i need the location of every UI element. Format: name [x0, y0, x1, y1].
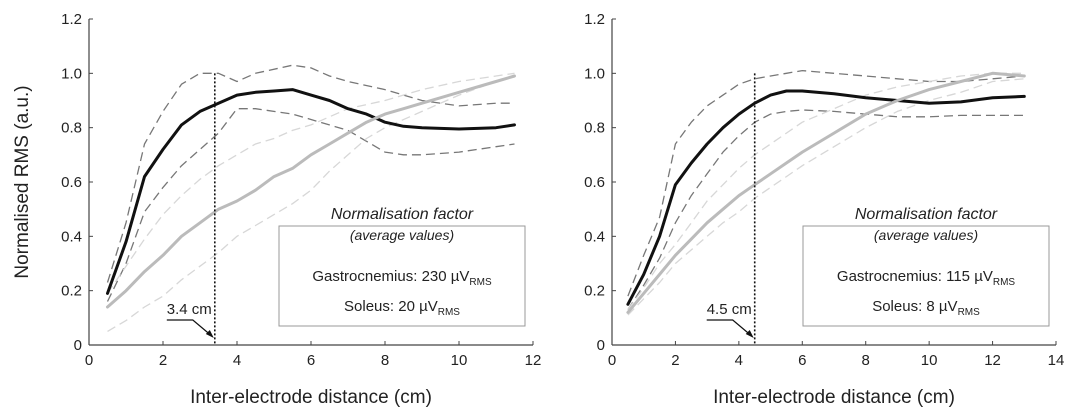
x-tick-label: 4	[735, 352, 743, 369]
annotation-line: Gastrocnemius: 115 µVRMS	[837, 268, 1015, 288]
y-tick-label: 1.0	[584, 65, 605, 82]
x-tick-label: 14	[1048, 352, 1065, 369]
x-tick-label: 10	[921, 352, 938, 369]
y-tick-label: 0.2	[584, 283, 605, 300]
series-line	[107, 75, 515, 332]
annotation-line: Gastrocnemius: 230 µVRMS	[312, 268, 492, 288]
x-tick-label: 12	[525, 352, 542, 369]
y-tick-label: 0.6	[584, 174, 605, 191]
y-tick-label: 0	[74, 337, 82, 354]
annotation-line-subscript: RMS	[993, 277, 1016, 288]
annotation-box	[802, 225, 1050, 327]
annotation-subtitle: (average values)	[350, 227, 454, 243]
y-tick-label: 0.8	[584, 120, 605, 137]
chart-panel-2: 0 2 4 6 8 10 12 14 0 0.2 0.4 0.6 0.8 1.0 1.2 Inter-elec…	[584, 11, 1064, 408]
marker-label: 3.4 cm	[167, 301, 212, 318]
series-line	[626, 71, 1026, 314]
x-axis-label: Inter-electrode distance (cm)	[713, 387, 955, 408]
x-tick-label: 6	[307, 352, 315, 369]
y-tick-label: 1.2	[584, 11, 605, 28]
annotation-line-text: Soleus: 20 µV	[344, 298, 438, 315]
x-tick-label: 2	[671, 352, 679, 369]
series-line	[106, 72, 515, 294]
x-tick-label: 8	[862, 352, 870, 369]
x-tick-label: 10	[451, 352, 468, 369]
marker-leader-arrow	[706, 319, 753, 337]
x-axis-label: Inter-electrode distance (cm)	[190, 387, 432, 408]
series-line	[106, 64, 515, 283]
x-tick-label: 0	[608, 352, 616, 369]
y-tick-label: 1.0	[61, 65, 82, 82]
x-tick-label: 6	[798, 352, 806, 369]
series-line	[627, 109, 1025, 311]
x-tick-label: 12	[984, 352, 1001, 369]
marker-leader-arrow	[166, 319, 213, 337]
x-tick-label: 2	[159, 352, 167, 369]
y-axis-label: Normalised RMS (a.u.)	[12, 85, 33, 278]
y-tick-label: 0.4	[61, 228, 82, 245]
y-tick-label: 0	[597, 337, 605, 354]
annotation-title: Normalisation factor	[331, 206, 474, 223]
series-line	[626, 89, 1026, 306]
annotation-line-subscript: RMS	[469, 277, 492, 288]
annotation-line-text: Gastrocnemius: 230 µV	[312, 268, 469, 285]
annotation-line-subscript: RMS	[438, 307, 461, 318]
annotation-box	[278, 225, 526, 327]
y-tick-label: 0.2	[61, 283, 82, 300]
annotation-line-text: Soleus: 8 µV	[872, 298, 957, 315]
marker-arrowhead	[205, 330, 214, 338]
y-tick-label: 0.8	[61, 120, 82, 137]
marker-label: 4.5 cm	[707, 301, 752, 318]
annotation-line: Soleus: 20 µVRMS	[344, 298, 460, 318]
annotation-title: Normalisation factor	[855, 206, 998, 223]
marker-arrowhead	[745, 330, 754, 338]
x-tick-label: 8	[381, 352, 389, 369]
annotation-line: Soleus: 8 µVRMS	[872, 298, 980, 318]
annotation-line-text: Gastrocnemius: 115 µV	[837, 268, 993, 285]
series-line	[627, 78, 1025, 316]
annotation-subtitle: (average values)	[874, 227, 978, 243]
series-line	[627, 72, 1025, 311]
y-tick-label: 0.4	[584, 228, 605, 245]
y-tick-label: 0.6	[61, 174, 82, 191]
series-line	[106, 108, 515, 302]
y-tick-label: 1.2	[61, 11, 82, 28]
x-tick-label: 4	[233, 352, 241, 369]
annotation-line-subscript: RMS	[958, 307, 981, 318]
chart-panel-1: 0 2 4 6 8 10 12 0 0.2 0.4 0.6 0.8 1.0 1.2 Inter-electr…	[12, 11, 541, 408]
x-tick-label: 0	[85, 352, 93, 369]
series-line	[106, 74, 516, 309]
series-line	[106, 88, 516, 295]
